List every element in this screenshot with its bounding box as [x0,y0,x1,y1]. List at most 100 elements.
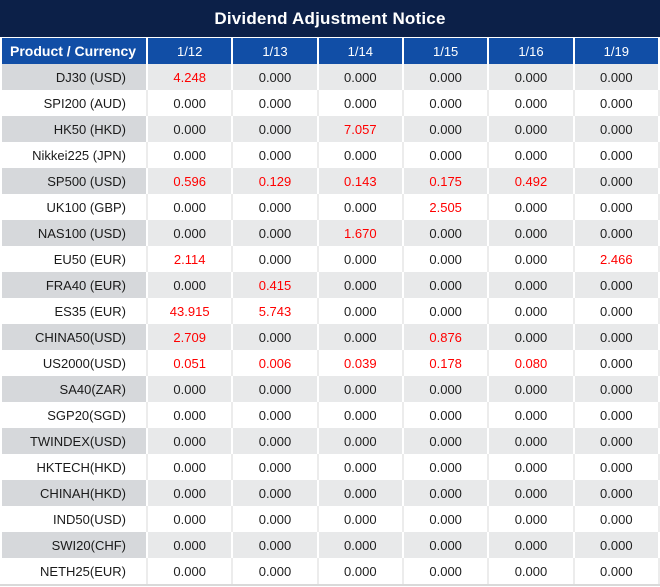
value-cell: 0.000 [574,90,660,116]
value-cell: 0.000 [489,324,575,350]
product-cell: SP500 (USD) [0,168,148,194]
page-title: Dividend Adjustment Notice [214,8,446,28]
value-cell: 0.000 [489,116,575,142]
value-cell: 0.000 [148,428,234,454]
header-date: 1/12 [148,38,234,64]
value-cell: 0.000 [148,480,234,506]
table-row: UK100 (GBP) 0.000 0.000 0.000 2.505 0.000 0.00… [0,194,660,220]
title-bar: Dividend Adjustment Notice [0,0,660,38]
value-cell: 0.000 [403,272,490,298]
table-row: CHINA50(USD) 2.709 0.000 0.000 0.876 0.000 0.0… [0,324,660,350]
value-cell: 0.000 [233,454,319,480]
table-row: DJ30 (USD) 4.248 0.000 0.000 0.000 0.000 0.000 [0,64,660,90]
table-row: Nikkei225 (JPN) 0.000 0.000 0.000 0.000 0.000… [0,142,660,168]
product-cell: FRA40 (EUR) [0,272,148,298]
value-cell: 0.000 [489,454,575,480]
value-cell: 0.000 [403,298,490,324]
value-cell: 0.000 [148,376,234,402]
product-cell: EU50 (EUR) [0,246,148,272]
table-row: IND50(USD) 0.000 0.000 0.000 0.000 0.000 0.000 [0,506,660,532]
value-cell: 2.114 [148,246,234,272]
value-cell: 0.415 [233,272,319,298]
value-cell: 0.000 [403,90,490,116]
value-cell: 0.000 [318,246,404,272]
value-cell: 0.000 [574,350,660,376]
product-cell: ES35 (EUR) [0,298,148,324]
value-cell: 0.178 [403,350,490,376]
header-date: 1/16 [489,38,575,64]
value-cell: 0.000 [148,558,234,584]
value-cell: 2.709 [148,324,234,350]
value-cell: 0.000 [574,324,660,350]
value-cell: 0.000 [318,428,404,454]
value-cell: 0.143 [318,168,404,194]
value-cell: 0.000 [233,64,319,90]
table-row: FRA40 (EUR) 0.000 0.415 0.000 0.000 0.000 0.00… [0,272,660,298]
product-cell: SWI20(CHF) [0,532,148,558]
value-cell: 0.000 [233,428,319,454]
value-cell: 0.000 [403,506,490,532]
value-cell: 0.000 [148,116,234,142]
value-cell: 0.000 [318,454,404,480]
product-cell: DJ30 (USD) [0,64,148,90]
value-cell: 0.000 [148,194,234,220]
value-cell: 0.000 [489,480,575,506]
value-cell: 0.129 [233,168,319,194]
table-row: EU50 (EUR) 2.114 0.000 0.000 0.000 0.000 2.466 [0,246,660,272]
value-cell: 0.000 [403,246,490,272]
product-cell: NETH25(EUR) [0,558,148,584]
value-cell: 0.000 [574,402,660,428]
product-cell: US2000(USD) [0,350,148,376]
value-cell: 0.000 [233,220,319,246]
value-cell: 0.000 [318,324,404,350]
value-cell: 0.000 [233,376,319,402]
value-cell: 0.000 [574,532,660,558]
value-cell: 0.000 [318,90,404,116]
value-cell: 0.000 [403,64,490,90]
product-cell: SA40(ZAR) [0,376,148,402]
value-cell: 0.000 [574,142,660,168]
value-cell: 0.000 [574,454,660,480]
value-cell: 0.000 [574,506,660,532]
value-cell: 0.000 [318,506,404,532]
product-cell: UK100 (GBP) [0,194,148,220]
value-cell: 0.000 [574,376,660,402]
value-cell: 0.000 [489,402,575,428]
bottom-strip [0,584,660,586]
header-date: 1/13 [233,38,319,64]
value-cell: 0.000 [574,272,660,298]
value-cell: 0.006 [233,350,319,376]
value-cell: 7.057 [318,116,404,142]
value-cell: 2.466 [574,246,660,272]
table-row: SA40(ZAR) 0.000 0.000 0.000 0.000 0.000 0.000 [0,376,660,402]
value-cell: 0.000 [403,116,490,142]
value-cell: 0.080 [489,350,575,376]
header-date: 1/15 [403,38,490,64]
product-cell: HKTECH(HKD) [0,454,148,480]
value-cell: 0.492 [489,168,575,194]
value-cell: 0.000 [403,558,490,584]
product-cell: HK50 (HKD) [0,116,148,142]
value-cell: 0.000 [148,220,234,246]
value-cell: 0.596 [148,168,234,194]
value-cell: 0.000 [489,298,575,324]
value-cell: 0.000 [403,142,490,168]
value-cell: 0.000 [148,532,234,558]
value-cell: 0.000 [233,194,319,220]
value-cell: 0.000 [489,376,575,402]
table-row: US2000(USD) 0.051 0.006 0.039 0.178 0.080 0.00… [0,350,660,376]
value-cell: 0.000 [489,272,575,298]
product-cell: SGP20(SGD) [0,402,148,428]
value-cell: 0.000 [233,116,319,142]
value-cell: 0.000 [233,480,319,506]
value-cell: 0.000 [403,480,490,506]
value-cell: 0.051 [148,350,234,376]
value-cell: 0.000 [148,454,234,480]
value-cell: 0.000 [233,532,319,558]
value-cell: 0.000 [318,558,404,584]
value-cell: 0.000 [318,64,404,90]
value-cell: 0.000 [489,532,575,558]
table-row: SWI20(CHF) 0.000 0.000 0.000 0.000 0.000 0.000 [0,532,660,558]
value-cell: 0.000 [403,376,490,402]
